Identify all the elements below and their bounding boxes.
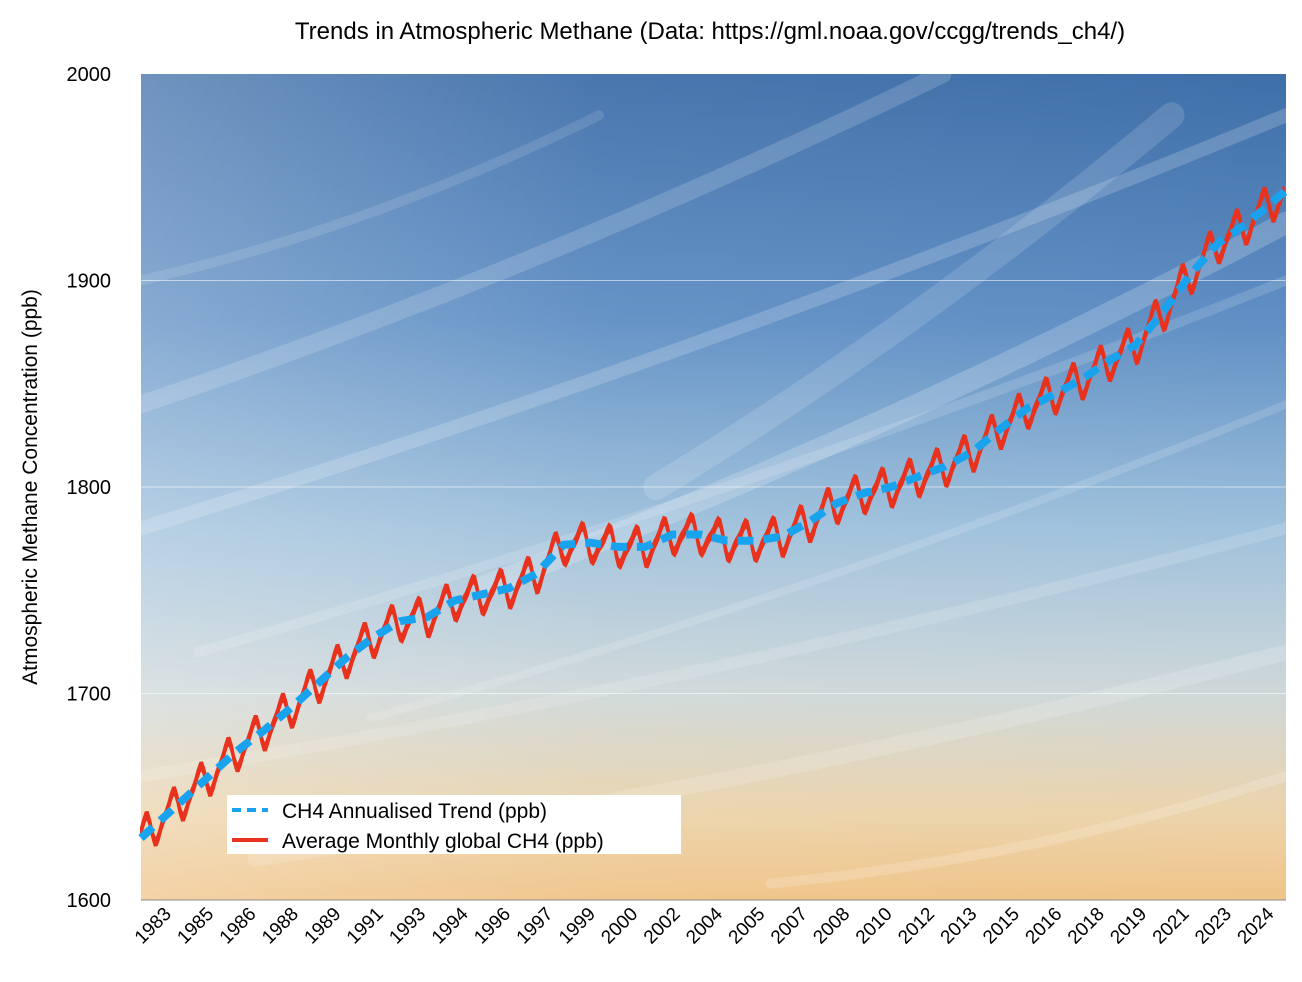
x-tick-label: 2012 — [894, 904, 939, 949]
x-tick-label: 1986 — [216, 904, 261, 949]
trend-line — [138, 188, 1288, 841]
x-tick-label: 1999 — [555, 904, 600, 949]
x-tick-label: 2007 — [767, 904, 812, 949]
legend-label-monthly: Average Monthly global CH4 (ppb) — [282, 830, 604, 853]
y-tick-label: 1800 — [67, 477, 112, 499]
x-tick-label: 2018 — [1064, 904, 1109, 949]
gridlines — [141, 280, 1286, 901]
x-tick-label: 2021 — [1149, 904, 1194, 949]
x-tick-label: 2010 — [852, 904, 897, 949]
x-tick-label: 1996 — [470, 904, 515, 949]
y-axis: 1600 1700 1800 1900 2000 — [67, 64, 112, 912]
legend: CH4 Annualised Trend (ppb) Average Monthl… — [227, 795, 681, 854]
x-tick-label: 2000 — [597, 904, 642, 949]
legend-box — [227, 795, 681, 854]
x-tick-label: 2016 — [1022, 904, 1067, 949]
x-tick-label: 2019 — [1106, 904, 1151, 949]
x-tick-label: 2015 — [979, 904, 1024, 949]
x-tick-label: 2024 — [1234, 903, 1279, 948]
legend-label-trend: CH4 Annualised Trend (ppb) — [282, 800, 547, 823]
x-tick-label: 1983 — [131, 904, 176, 949]
x-tick-label: 2008 — [809, 904, 854, 949]
x-tick-label: 1985 — [173, 904, 218, 949]
y-tick-label: 1900 — [67, 271, 112, 293]
x-tick-label: 1989 — [301, 904, 346, 949]
x-tick-label: 2023 — [1191, 904, 1236, 949]
x-tick-label: 1993 — [385, 904, 430, 949]
trend-series — [138, 188, 1288, 841]
y-tick-label: 1700 — [67, 684, 112, 706]
x-axis: 1983198519861988198919911993199419961997… — [131, 903, 1279, 948]
x-tick-label: 1994 — [428, 903, 473, 948]
x-tick-label: 2013 — [937, 904, 982, 949]
y-axis-label: Atmospheric Methane Concentration (ppb) — [19, 289, 42, 685]
x-tick-label: 1997 — [513, 904, 558, 949]
y-tick-label: 1600 — [67, 890, 112, 912]
x-tick-label: 1991 — [343, 904, 388, 949]
x-tick-label: 2005 — [725, 904, 770, 949]
x-tick-label: 2002 — [640, 904, 685, 949]
x-tick-label: 2004 — [682, 903, 727, 948]
y-tick-label: 2000 — [67, 64, 112, 86]
chart-title: Trends in Atmospheric Methane (Data: htt… — [295, 18, 1125, 45]
x-tick-label: 1988 — [258, 904, 303, 949]
